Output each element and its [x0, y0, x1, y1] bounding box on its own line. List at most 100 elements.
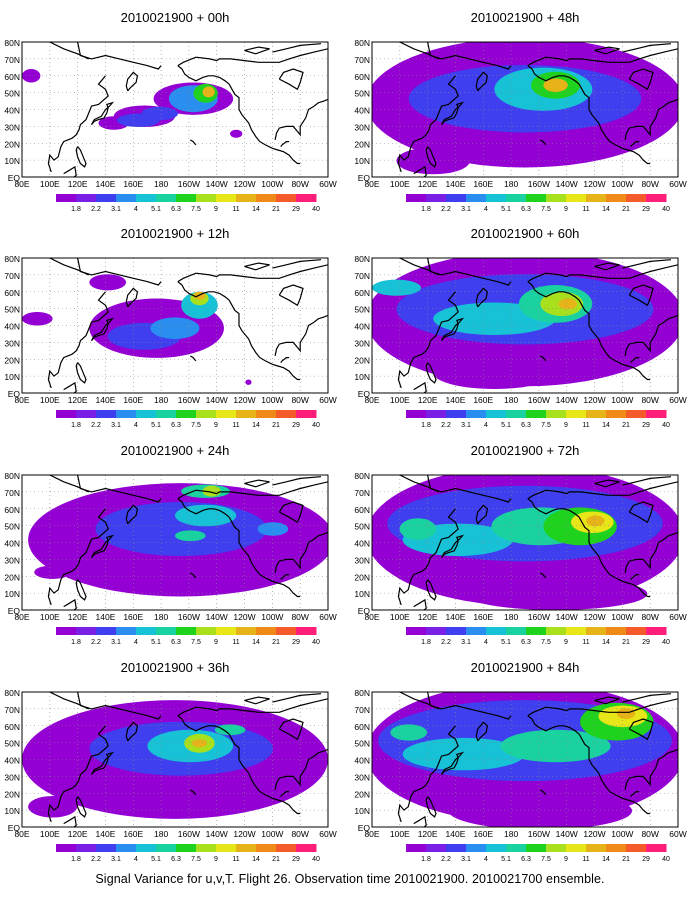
lon-label: 100W: [261, 395, 283, 405]
colorbar-swatch: [136, 627, 157, 635]
colorbar-swatch: [546, 844, 567, 852]
lon-label: 60W: [669, 179, 686, 189]
colorbar-swatch: [196, 410, 217, 418]
colorbar-swatch: [176, 844, 197, 852]
colorbar-label: 5.1: [151, 206, 161, 213]
colorbar-label: 14: [252, 206, 260, 213]
lon-label: 180: [154, 612, 168, 622]
lon-label: 80W: [291, 179, 308, 189]
colorbar-label: 21: [622, 422, 630, 429]
variance-contour: [175, 504, 237, 527]
colorbar: 1.8 2.2 3.1 4 5.1 6.3 7.5 9 11 14 21 29 40: [406, 410, 670, 429]
lat-label: 80N: [354, 688, 370, 698]
lon-label: 180: [504, 612, 518, 622]
colorbar-label: 9: [564, 856, 568, 863]
lon-label: 140W: [206, 179, 228, 189]
colorbar-label: 5.1: [151, 639, 161, 646]
lat-label: 10N: [4, 372, 20, 382]
colorbar-swatch: [486, 627, 507, 635]
colorbar-swatch: [566, 844, 587, 852]
lon-label: 140W: [206, 829, 228, 839]
colorbar-swatch: [446, 194, 467, 202]
panel-title: 2010021900 + 12h: [121, 226, 230, 241]
colorbar-swatch: [506, 194, 527, 202]
colorbar-label: 2.2: [441, 422, 451, 429]
lat-label: 30N: [354, 338, 370, 348]
lon-label: 120W: [233, 179, 255, 189]
lat-label: 70N: [4, 271, 20, 281]
variance-field: [372, 692, 678, 827]
lat-label: 30N: [354, 772, 370, 782]
lat-label: 60N: [4, 505, 20, 515]
colorbar-label: 14: [252, 856, 260, 863]
lat-label: 20N: [4, 789, 20, 799]
lat-label: 40N: [354, 539, 370, 549]
colorbar-label: 1.8: [421, 206, 431, 213]
colorbar-label: 11: [582, 206, 589, 213]
colorbar-label: 1.8: [421, 422, 431, 429]
colorbar-label: 40: [312, 422, 320, 429]
lon-label: 60W: [319, 612, 336, 622]
lat-label: 60N: [354, 288, 370, 298]
colorbar-swatch: [56, 844, 77, 852]
colorbar-label: 29: [292, 639, 300, 646]
colorbar-swatch: [276, 194, 297, 202]
lat-label: 10N: [354, 372, 370, 382]
colorbar-label: 6.3: [171, 206, 181, 213]
lat-label: 60N: [354, 72, 370, 82]
variance-contour: [463, 577, 648, 610]
lon-label: 100E: [40, 612, 60, 622]
lat-label: 40N: [354, 322, 370, 332]
lat-label: 20N: [4, 355, 20, 365]
colorbar-label: 3.1: [461, 206, 471, 213]
lon-label: 120E: [68, 829, 88, 839]
lon-label: 120E: [418, 612, 438, 622]
colorbar-swatch: [76, 627, 97, 635]
colorbar-label: 11: [582, 422, 589, 429]
lat-label: 20N: [354, 139, 370, 149]
colorbar: 1.8 2.2 3.1 4 5.1 6.3 7.5 9 11 14 21 29 40: [56, 627, 320, 646]
lon-label: 60W: [669, 829, 686, 839]
colorbar-label: 14: [602, 639, 610, 646]
colorbar: 1.8 2.2 3.1 4 5.1 6.3 7.5 9 11 14 21 29 40: [56, 844, 320, 863]
lat-label: EQ: [8, 606, 21, 616]
colorbar-label: 1.8: [71, 206, 81, 213]
colorbar-label: 6.3: [521, 856, 531, 863]
lon-label: 140E: [96, 612, 116, 622]
coastline: [397, 475, 678, 610]
map-panel: 2010021900 + 72h EQ 10N 20N 30N 40N 50N 60N 70N 8…: [354, 443, 686, 646]
colorbar-label: 40: [662, 639, 670, 646]
colorbar-label: 11: [232, 422, 239, 429]
lon-label: 160E: [123, 179, 143, 189]
colorbar-label: 6.3: [521, 639, 531, 646]
colorbar-swatch: [426, 194, 447, 202]
colorbar-swatch: [626, 844, 647, 852]
colorbar-label: 40: [312, 206, 320, 213]
colorbar-label: 14: [602, 856, 610, 863]
lat-label: 80N: [354, 38, 370, 48]
map-frame: [21, 257, 329, 394]
lon-label: 180: [154, 395, 168, 405]
lat-label: 70N: [354, 488, 370, 498]
colorbar-swatch: [466, 410, 487, 418]
lat-label: 40N: [354, 106, 370, 116]
colorbar-label: 5.1: [151, 422, 161, 429]
colorbar-swatch: [56, 194, 77, 202]
colorbar-swatch: [506, 844, 527, 852]
colorbar-label: 4: [134, 856, 138, 863]
lon-label: 80W: [291, 829, 308, 839]
colorbar-swatch: [606, 844, 627, 852]
lon-label: 140W: [206, 612, 228, 622]
colorbar-swatch: [76, 844, 97, 852]
colorbar-swatch: [176, 194, 197, 202]
colorbar-label: 11: [582, 639, 589, 646]
colorbar-label: 21: [622, 856, 630, 863]
colorbar-label: 7.5: [541, 639, 551, 646]
lat-label: 30N: [4, 772, 20, 782]
lat-label: 10N: [4, 806, 20, 816]
colorbar-label: 1.8: [71, 856, 81, 863]
lon-label: 180: [154, 829, 168, 839]
lat-label: 50N: [354, 89, 370, 99]
colorbar-label: 1.8: [421, 856, 431, 863]
colorbar-swatch: [276, 627, 297, 635]
